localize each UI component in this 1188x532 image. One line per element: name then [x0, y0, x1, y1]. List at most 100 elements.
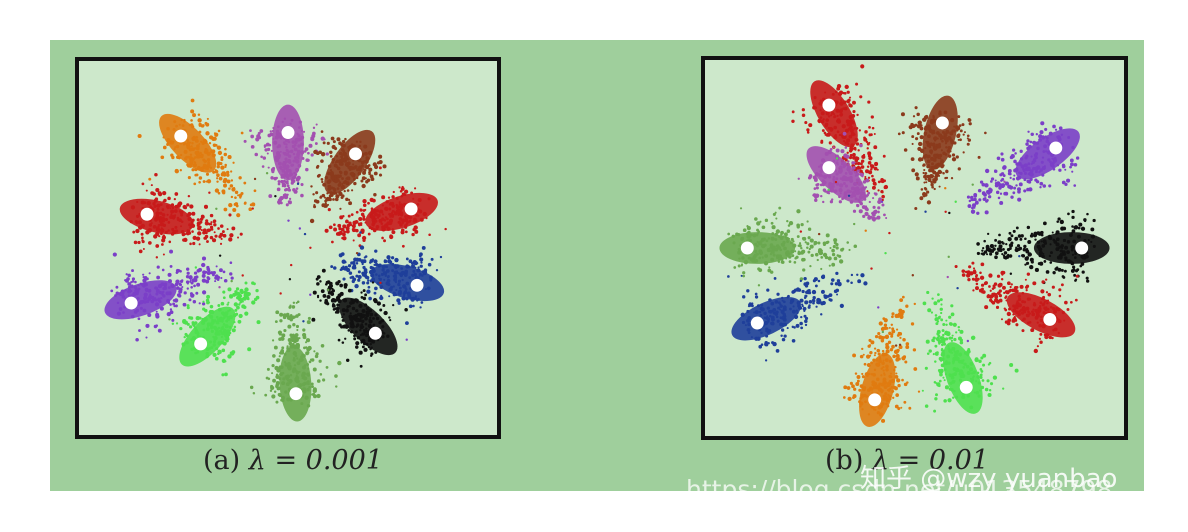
scatter-point	[777, 258, 781, 261]
scatter-point	[888, 387, 892, 391]
scatter-point	[173, 198, 176, 201]
scatter-point	[858, 169, 863, 174]
scatter-point	[341, 236, 345, 240]
scatter-point	[936, 171, 940, 175]
scatter-point	[285, 374, 290, 379]
scatter-point	[183, 120, 186, 123]
scatter-point	[175, 279, 180, 284]
scatter-point	[1023, 244, 1027, 249]
scatter-point	[193, 160, 196, 164]
scatter-point	[842, 91, 845, 95]
scatter-point	[229, 184, 234, 188]
scatter-point	[1073, 225, 1079, 230]
scatter-point	[353, 181, 357, 186]
scatter-point	[1090, 234, 1096, 239]
scatter-point	[1063, 269, 1067, 273]
scatter-point	[216, 165, 220, 169]
scatter-point	[994, 244, 997, 248]
scatter-point	[881, 194, 885, 199]
scatter-point	[243, 202, 247, 205]
scatter-point	[363, 160, 366, 163]
scatter-point	[157, 223, 161, 227]
scatter-point	[343, 282, 348, 288]
scatter-point	[914, 106, 918, 110]
scatter-point	[177, 156, 181, 160]
scatter-point	[958, 378, 962, 382]
scatter-point	[840, 149, 845, 154]
scatter-point	[959, 340, 964, 345]
scatter-point	[401, 218, 406, 223]
scatter-point	[1072, 265, 1076, 269]
scatter-point	[326, 180, 331, 185]
scatter-point	[276, 358, 281, 363]
scatter-point	[196, 334, 200, 338]
scatter-point	[752, 233, 757, 238]
scatter-point	[366, 310, 370, 314]
scatter-point	[314, 142, 318, 145]
scatter-point	[1030, 162, 1033, 166]
scatter-point	[300, 182, 304, 187]
scatter-point	[775, 233, 778, 236]
scatter-point	[216, 275, 221, 280]
scatter-point	[401, 192, 406, 197]
scatter-point	[926, 290, 930, 295]
scatter-point	[343, 232, 346, 235]
scatter-point	[300, 150, 305, 154]
scatter-point	[923, 131, 928, 136]
scatter-point	[150, 191, 154, 195]
scatter-point	[198, 243, 201, 246]
scatter-point	[859, 405, 862, 408]
scatter-point	[945, 169, 949, 174]
scatter-point	[171, 227, 175, 231]
scatter-point	[798, 243, 801, 247]
scatter-point	[316, 282, 320, 286]
scatter-point	[761, 256, 764, 259]
scatter-point	[243, 139, 247, 143]
scatter-point	[871, 126, 875, 130]
scatter-point	[966, 134, 970, 138]
scatter-point	[336, 166, 341, 171]
scatter-point	[383, 259, 387, 262]
scatter-point	[155, 324, 159, 327]
scatter-point	[291, 336, 296, 341]
scatter-point	[735, 232, 739, 237]
scatter-point	[952, 366, 957, 372]
scatter-point	[133, 240, 138, 245]
scatter-point	[305, 338, 311, 343]
scatter-point	[300, 142, 304, 147]
scatter-point	[824, 255, 829, 260]
scatter-point	[1052, 328, 1055, 332]
scatter-point	[1015, 286, 1019, 289]
scatter-point	[926, 174, 931, 179]
scatter-point	[873, 166, 878, 171]
scatter-point	[924, 187, 928, 191]
scatter-point	[1067, 135, 1071, 139]
scatter-point	[237, 303, 241, 306]
scatter-point	[885, 349, 890, 354]
scatter-point	[861, 347, 864, 351]
scatter-point	[343, 230, 347, 234]
scatter-point	[344, 157, 348, 161]
scatter-point	[304, 147, 309, 152]
cluster-body	[179, 306, 236, 367]
scatter-point	[1012, 308, 1016, 312]
scatter-point	[371, 266, 375, 271]
scatter-point	[870, 133, 873, 137]
scatter-point	[368, 296, 372, 301]
scatter-point	[143, 300, 147, 304]
scatter-point	[1039, 340, 1043, 344]
scatter-point	[199, 335, 202, 338]
scatter-point	[801, 237, 805, 241]
scatter-point	[213, 319, 217, 322]
scatter-point	[849, 190, 853, 194]
scatter-point	[872, 197, 875, 200]
scatter-point	[363, 347, 368, 352]
scatter-point	[173, 304, 176, 308]
scatter-point	[853, 127, 856, 130]
scatter-point	[801, 289, 805, 294]
scatter-point	[966, 270, 971, 275]
scatter-point	[1083, 218, 1087, 222]
scatter-point	[872, 358, 876, 362]
scatter-point	[801, 113, 806, 118]
scatter-point	[1011, 318, 1016, 323]
